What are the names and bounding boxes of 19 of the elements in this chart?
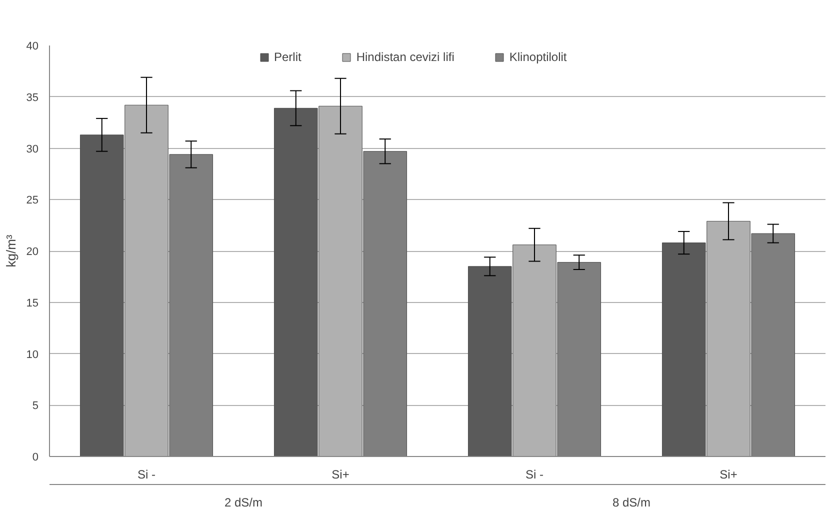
x-tick-label: Si -	[138, 468, 156, 482]
y-tick-label: 30	[26, 143, 39, 156]
y-tick-label: 25	[26, 194, 39, 207]
x-tick-label: Si -	[526, 468, 544, 482]
text: 2 dS/m	[224, 496, 263, 510]
legend-label: Hindistan cevizi lifi	[356, 50, 454, 64]
y-tick-label: 35	[26, 92, 39, 104]
y-tick-label: 10	[26, 348, 39, 361]
x-tick-label: Si+	[720, 468, 738, 482]
y-tick-label: 40	[26, 40, 39, 52]
x-tick-label: Si+	[332, 468, 350, 482]
text: 8 dS/m	[612, 496, 651, 510]
y-axis-title: kg/m³	[3, 234, 18, 268]
legend-label: Perlit	[274, 50, 302, 64]
y-tick-label: 5	[32, 400, 39, 412]
y-tick-label: 20	[26, 246, 39, 258]
legend-label: Klinoptilolit	[509, 50, 567, 64]
y-tick-label: 15	[26, 297, 39, 310]
y-tick-label: 0	[32, 452, 39, 464]
